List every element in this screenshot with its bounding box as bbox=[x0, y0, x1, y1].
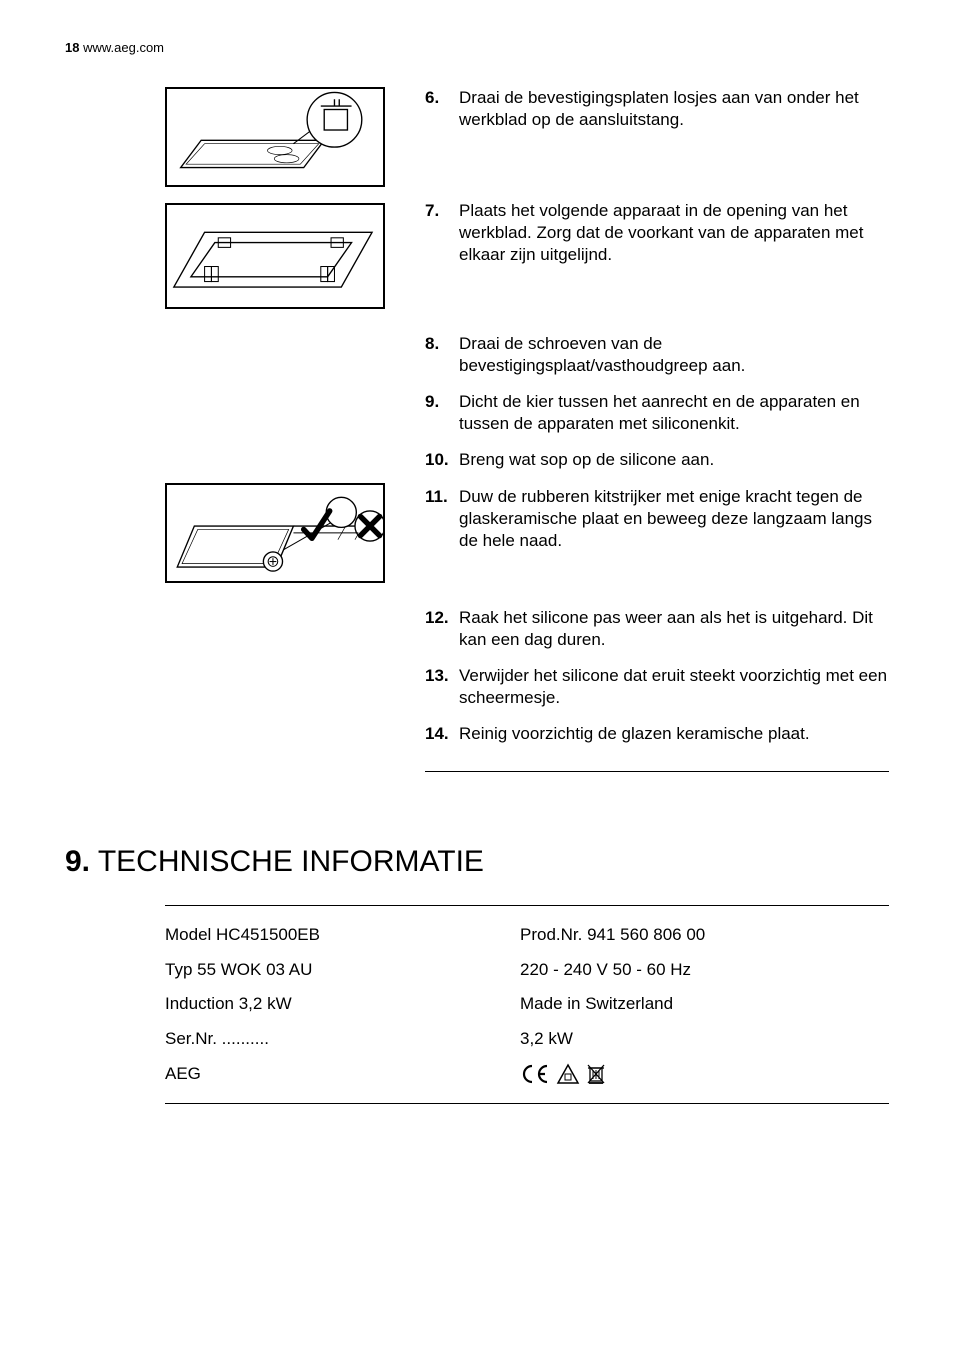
step-item: 6. Draai de bevestigingsplaten losjes aa… bbox=[425, 87, 889, 131]
step-text: Raak het silicone pas weer aan als het i… bbox=[459, 607, 889, 651]
step-item: 9. Dicht de kier tussen het aanrecht en … bbox=[425, 391, 889, 435]
tech-row: Ser.Nr. .......... 3,2 kW bbox=[165, 1024, 889, 1055]
step-item: 8. Draai de schroeven van de bevestiging… bbox=[425, 333, 889, 377]
text-column-3: 12. Raak het silicone pas weer aan als h… bbox=[425, 607, 889, 772]
weee-bin-icon bbox=[586, 1062, 606, 1086]
diagram-column-1 bbox=[65, 87, 385, 325]
text-column-1: 6. Draai de bevestigingsplaten losjes aa… bbox=[425, 87, 889, 325]
tech-cell: 220 - 240 V 50 - 60 Hz bbox=[520, 955, 889, 986]
step-item: 7. Plaats het volgende apparaat in de op… bbox=[425, 200, 889, 266]
step-text: Reinig voorzichtig de glazen keramische … bbox=[459, 723, 889, 745]
tech-cell: Ser.Nr. .......... bbox=[165, 1024, 520, 1055]
step-item: 13. Verwijder het silicone dat eruit ste… bbox=[425, 665, 889, 709]
tech-cell-icons bbox=[520, 1059, 889, 1090]
tech-cell: Prod.Nr. 941 560 806 00 bbox=[520, 920, 889, 951]
step-text: Duw de rubberen kitstrijker met enige kr… bbox=[459, 486, 889, 552]
tech-cell: Induction 3,2 kW bbox=[165, 989, 520, 1020]
ce-mark-icon bbox=[520, 1063, 550, 1085]
tech-row: AEG bbox=[165, 1059, 889, 1090]
step-item: 12. Raak het silicone pas weer aan als h… bbox=[425, 607, 889, 651]
step-item: 14. Reinig voorzichtig de glazen keramis… bbox=[425, 723, 889, 745]
diagram-cutout bbox=[165, 203, 385, 310]
page-number: 18 bbox=[65, 40, 79, 55]
diagram-column-3 bbox=[65, 607, 385, 772]
step-text: Verwijder het silicone dat eruit steekt … bbox=[459, 665, 889, 709]
step-item: 11. Duw de rubberen kitstrijker met enig… bbox=[425, 486, 889, 552]
diagram-column-2 bbox=[65, 333, 385, 599]
step-number: 7. bbox=[425, 200, 459, 266]
warning-triangle-icon bbox=[556, 1063, 580, 1085]
page-header: 18 www.aeg.com bbox=[65, 40, 889, 57]
step-text: Dicht de kier tussen het aanrecht en de … bbox=[459, 391, 889, 435]
diagram-silicone bbox=[165, 483, 385, 583]
tech-cell: Typ 55 WOK 03 AU bbox=[165, 955, 520, 986]
step-number: 12. bbox=[425, 607, 459, 651]
tech-info-table: Model HC451500EB Prod.Nr. 941 560 806 00… bbox=[165, 905, 889, 1104]
tech-row: Induction 3,2 kW Made in Switzerland bbox=[165, 989, 889, 1020]
step-text: Draai de bevestigingsplaten losjes aan v… bbox=[459, 87, 889, 131]
tech-cell: AEG bbox=[165, 1059, 520, 1090]
step-number: 8. bbox=[425, 333, 459, 377]
step-number: 9. bbox=[425, 391, 459, 435]
section-title: TECHNISCHE INFORMATIE bbox=[98, 845, 484, 878]
section-number: 9. bbox=[65, 845, 90, 878]
section-heading: 9. TECHNISCHE INFORMATIE bbox=[65, 842, 889, 881]
step-number: 6. bbox=[425, 87, 459, 131]
tech-row: Typ 55 WOK 03 AU 220 - 240 V 50 - 60 Hz bbox=[165, 955, 889, 986]
step-text: Breng wat sop op de silicone aan. bbox=[459, 449, 889, 471]
step-text: Draai de schroeven van de bevestigingspl… bbox=[459, 333, 889, 377]
text-column-2: 8. Draai de schroeven van de bevestiging… bbox=[425, 333, 889, 599]
step-number: 14. bbox=[425, 723, 459, 745]
step-number: 10. bbox=[425, 449, 459, 471]
step-item: 10. Breng wat sop op de silicone aan. bbox=[425, 449, 889, 471]
tech-cell: 3,2 kW bbox=[520, 1024, 889, 1055]
diagram-hob-top bbox=[165, 87, 385, 187]
step-number: 13. bbox=[425, 665, 459, 709]
tech-row: Model HC451500EB Prod.Nr. 941 560 806 00 bbox=[165, 920, 889, 951]
step-number: 11. bbox=[425, 486, 459, 552]
tech-cell: Model HC451500EB bbox=[165, 920, 520, 951]
step-text: Plaats het volgende apparaat in de openi… bbox=[459, 200, 889, 266]
tech-cell: Made in Switzerland bbox=[520, 989, 889, 1020]
site-url: www.aeg.com bbox=[83, 40, 164, 55]
